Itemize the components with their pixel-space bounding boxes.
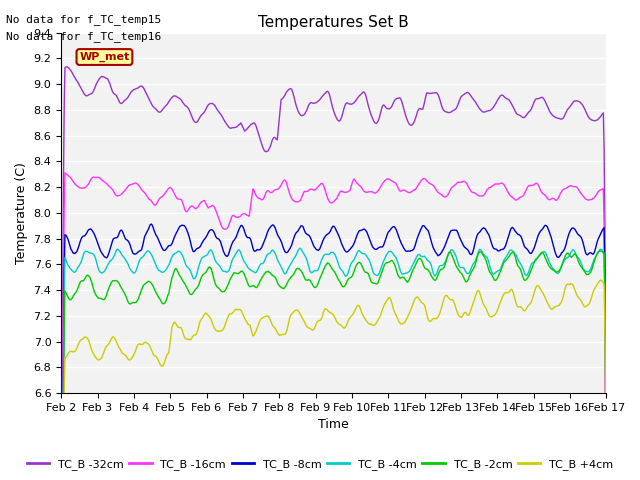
Legend: TC_B -32cm, TC_B -16cm, TC_B -8cm, TC_B -4cm, TC_B -2cm, TC_B +4cm: TC_B -32cm, TC_B -16cm, TC_B -8cm, TC_B … [22, 455, 618, 474]
X-axis label: Time: Time [318, 419, 349, 432]
Text: No data for f_TC_temp15: No data for f_TC_temp15 [6, 14, 162, 25]
Title: Temperatures Set B: Temperatures Set B [259, 15, 409, 30]
Text: WP_met: WP_met [79, 52, 129, 62]
Y-axis label: Temperature (C): Temperature (C) [15, 162, 28, 264]
Text: No data for f_TC_temp16: No data for f_TC_temp16 [6, 31, 162, 42]
